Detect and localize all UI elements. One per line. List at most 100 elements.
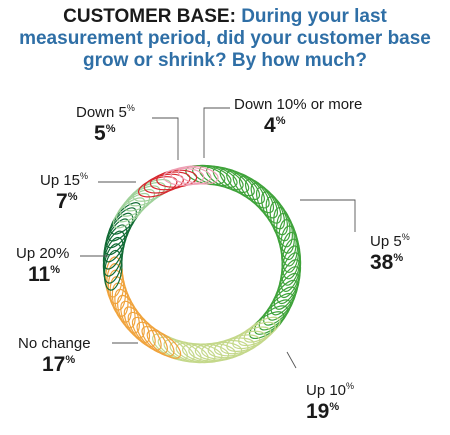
label-down-10-category: Down 10% or more	[234, 96, 363, 113]
coil-loop	[267, 286, 297, 321]
coil-loop	[117, 294, 140, 334]
coil-loop	[265, 196, 289, 236]
coil-loop	[127, 311, 156, 348]
slice-no-change	[104, 256, 182, 359]
slice-down-5	[137, 169, 198, 198]
label-up-10-sign: %	[346, 381, 355, 391]
coil-loop	[244, 178, 275, 214]
label-up-10: Up 10% 19%	[306, 381, 355, 423]
leader-up-5	[300, 199, 356, 232]
slice-down-10-or-more	[163, 165, 219, 186]
coil-loop	[238, 321, 276, 347]
label-down-10-or-more: Down 10% or more 4%	[234, 97, 362, 136]
coil-loop	[103, 249, 123, 291]
coil-loop	[238, 175, 270, 209]
coil-loop	[243, 316, 281, 343]
coil-loop	[106, 263, 125, 305]
coil-loop	[127, 181, 166, 207]
coil-loop	[276, 212, 295, 254]
coil-loop	[280, 225, 299, 267]
coil-loop	[141, 325, 175, 357]
coil-loop	[104, 218, 131, 256]
coil-loop	[270, 279, 299, 316]
coil-loop	[232, 172, 265, 204]
coil-loop	[226, 330, 266, 352]
coil-loop	[232, 326, 272, 350]
coil-loop	[111, 282, 132, 323]
label-down-5-value: 5	[94, 122, 106, 145]
coil-loop	[212, 166, 250, 194]
coil-loop	[255, 186, 282, 224]
label-no-change-unit: %	[65, 354, 76, 366]
label-up-15-unit: %	[67, 191, 78, 203]
coil-loop	[258, 299, 292, 331]
coil-loop	[261, 191, 285, 230]
coil-loop	[281, 238, 301, 280]
coil-loop	[276, 266, 301, 305]
chart-title: CUSTOMER BASE: During your last measurem…	[10, 6, 440, 72]
coil-loop	[273, 206, 293, 248]
coil-loop	[281, 231, 300, 273]
label-up-20-unit: %	[50, 264, 60, 276]
coil-loop	[281, 245, 301, 286]
coil-loop	[149, 171, 191, 191]
coil-loop	[105, 212, 134, 249]
coil-loop	[163, 339, 202, 363]
label-up-20-category: Up 20%	[16, 245, 70, 262]
coil-loop	[152, 333, 188, 361]
coil-loop	[109, 276, 129, 317]
label-down-5-sign: %	[126, 103, 135, 113]
coil-loop	[102, 236, 124, 277]
coil-loop	[115, 192, 151, 223]
label-up-10-unit: %	[329, 401, 340, 413]
coil-loop	[123, 185, 161, 212]
coil-loop	[278, 259, 302, 299]
coil-loop	[112, 197, 146, 229]
coil-loop	[175, 342, 216, 364]
leader-down-10	[203, 107, 230, 158]
coil-loop	[280, 252, 302, 292]
coil-loop	[102, 230, 126, 270]
coil-loop	[120, 300, 145, 339]
chart-title-question: During your last measurement period, did…	[19, 6, 431, 71]
label-up-5-unit: %	[393, 252, 404, 264]
label-up-20-value: 11	[28, 263, 51, 286]
coil-loop	[207, 339, 249, 359]
label-up-20: Up 20% 11%	[16, 246, 69, 285]
coil-loop	[263, 292, 295, 326]
coil-loop	[131, 316, 162, 351]
coil-loop	[136, 321, 168, 354]
coil-loop	[169, 340, 209, 364]
coil-loop	[269, 201, 291, 242]
coil-loop	[248, 311, 285, 340]
coil-loop	[114, 288, 136, 329]
label-down-5-category: Down 5	[76, 104, 127, 121]
coil-loop	[103, 243, 123, 284]
coil-loop	[254, 305, 289, 335]
coil-loop	[219, 168, 255, 197]
label-no-change: No change 17%	[18, 336, 91, 375]
coil-loop	[123, 306, 151, 343]
slice-up-15	[112, 178, 172, 229]
label-up-10-value: 19	[306, 400, 330, 423]
coil-loop	[273, 272, 300, 310]
label-up-10-category: Up 10	[306, 382, 347, 399]
label-no-change-category: No change	[18, 335, 91, 352]
donut-coils	[102, 164, 302, 364]
coil-loop	[226, 170, 261, 200]
coil-loop	[194, 342, 236, 362]
coil-loop	[250, 182, 278, 219]
label-down-5-unit: %	[105, 123, 116, 135]
coil-loop	[213, 337, 255, 357]
coil-loop	[157, 336, 195, 362]
coil-loop	[119, 189, 156, 217]
coil-loop	[107, 269, 127, 311]
label-up-15-value: 7	[56, 190, 68, 213]
leader-up-10	[286, 351, 297, 369]
coil-loop	[103, 224, 128, 263]
label-up-5: Up 5% 38%	[370, 233, 410, 274]
label-down-10-value: 4	[264, 114, 276, 137]
label-down-5: Down 5% 5%	[76, 103, 135, 145]
slice-up-5	[185, 164, 302, 340]
coil-loop	[181, 343, 223, 363]
